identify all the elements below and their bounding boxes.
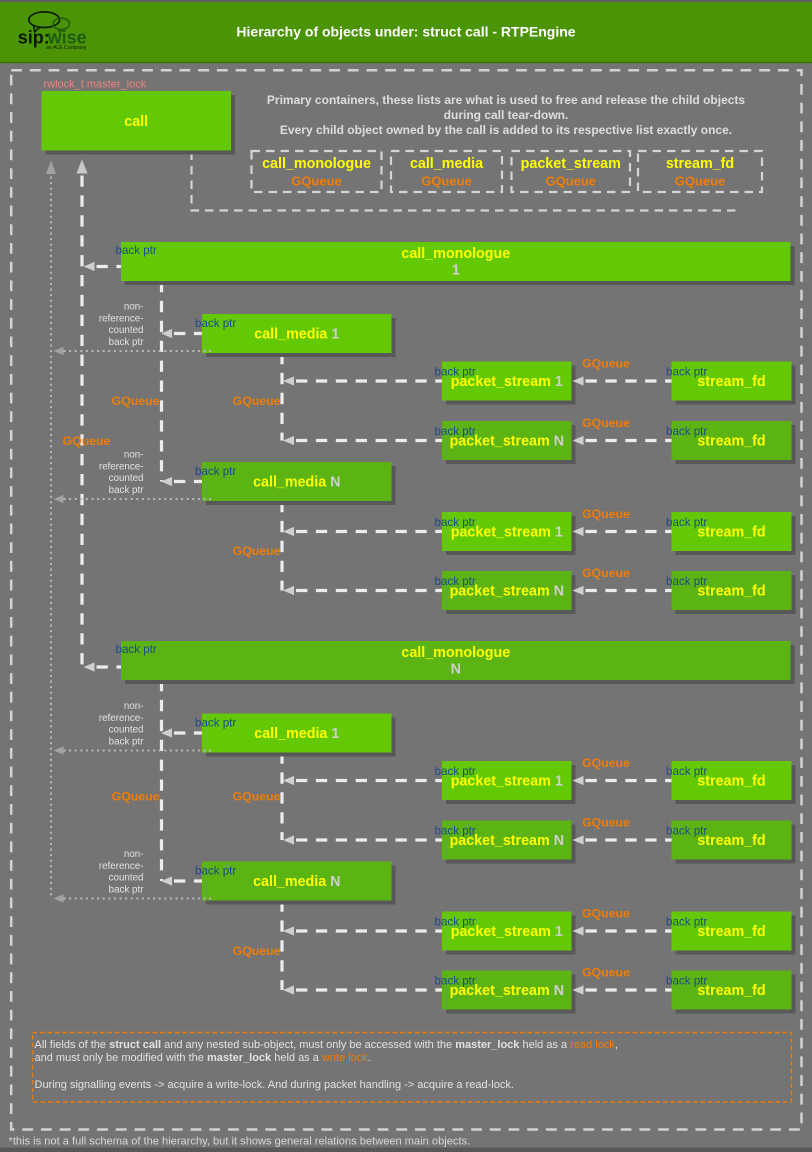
svg-text:back ptr: back ptr bbox=[435, 916, 476, 929]
svg-text:back ptr: back ptr bbox=[195, 717, 236, 730]
svg-text:stream_fd: stream_fd bbox=[697, 924, 765, 940]
svg-text:back ptr: back ptr bbox=[666, 916, 707, 929]
svg-text:back ptr: back ptr bbox=[109, 337, 145, 348]
svg-text:back ptr: back ptr bbox=[666, 975, 707, 988]
svg-text:counted: counted bbox=[109, 725, 144, 736]
svg-text:stream_fd: stream_fd bbox=[697, 983, 765, 999]
svg-text:back ptr: back ptr bbox=[435, 516, 476, 529]
svg-text:GQueue: GQueue bbox=[582, 816, 630, 830]
svg-text:back ptr: back ptr bbox=[116, 244, 157, 257]
svg-text:packet_stream 1: packet_stream 1 bbox=[451, 374, 563, 390]
svg-text:back ptr: back ptr bbox=[435, 366, 476, 379]
svg-text:GQueue: GQueue bbox=[233, 790, 281, 804]
svg-text:GQueue: GQueue bbox=[582, 966, 630, 980]
svg-text:packet_stream N: packet_stream N bbox=[450, 983, 564, 999]
svg-text:call_monologue: call_monologue bbox=[401, 246, 510, 262]
svg-text:Primary containers, these list: Primary containers, these lists are what… bbox=[267, 93, 746, 107]
svg-text:back ptr: back ptr bbox=[435, 425, 476, 438]
svg-text:reference-: reference- bbox=[99, 313, 144, 324]
svg-text:reference-: reference- bbox=[99, 713, 144, 724]
svg-text:wise: wise bbox=[47, 28, 87, 48]
svg-text:counted: counted bbox=[109, 473, 144, 484]
svg-text:stream_fd: stream_fd bbox=[697, 374, 765, 390]
svg-text:back ptr: back ptr bbox=[435, 825, 476, 838]
svg-text:stream_fd: stream_fd bbox=[697, 434, 765, 450]
svg-text:GQueue: GQueue bbox=[675, 174, 726, 189]
svg-text:GQueue: GQueue bbox=[421, 174, 472, 189]
svg-text:back ptr: back ptr bbox=[109, 736, 145, 747]
svg-text:non-: non- bbox=[124, 302, 144, 313]
svg-text:During signalling events -> ac: During signalling events -> acquire a wr… bbox=[35, 1079, 514, 1091]
svg-text:GQueue: GQueue bbox=[582, 416, 630, 430]
svg-text:packet_stream 1: packet_stream 1 bbox=[451, 774, 563, 790]
svg-text:during call tear-down.: during call tear-down. bbox=[444, 108, 569, 122]
svg-text:call_media N: call_media N bbox=[253, 874, 340, 890]
svg-text:back ptr: back ptr bbox=[666, 366, 707, 379]
svg-text:GQueue: GQueue bbox=[291, 174, 342, 189]
svg-text:non-: non- bbox=[124, 450, 144, 461]
svg-text:counted: counted bbox=[109, 325, 144, 336]
svg-text:reference-: reference- bbox=[99, 861, 144, 872]
svg-text:back ptr: back ptr bbox=[435, 975, 476, 988]
svg-text:reference-: reference- bbox=[99, 461, 144, 472]
svg-text:call_media: call_media bbox=[410, 156, 484, 172]
svg-text:Every child object owned by th: Every child object owned by the call is … bbox=[280, 123, 732, 137]
svg-text:call_media 1: call_media 1 bbox=[254, 726, 339, 742]
svg-text:stream_fd: stream_fd bbox=[697, 584, 765, 600]
svg-text:back ptr: back ptr bbox=[666, 765, 707, 778]
svg-text:back ptr: back ptr bbox=[116, 643, 157, 656]
svg-text:counted: counted bbox=[109, 873, 144, 884]
svg-text:Hierarchy of objects under: st: Hierarchy of objects under: struct call … bbox=[236, 24, 575, 40]
svg-text:back ptr: back ptr bbox=[109, 485, 145, 496]
svg-text:call: call bbox=[124, 114, 148, 130]
svg-text:call_media 1: call_media 1 bbox=[254, 327, 339, 343]
svg-text:*this is not a full schema of: *this is not a full schema of the hierar… bbox=[9, 1136, 471, 1148]
svg-text:stream_fd: stream_fd bbox=[697, 774, 765, 790]
svg-text:non-: non- bbox=[124, 701, 144, 712]
svg-text:N: N bbox=[451, 662, 461, 678]
svg-text:back ptr: back ptr bbox=[666, 825, 707, 838]
svg-text:GQueue: GQueue bbox=[112, 790, 160, 804]
svg-text:All fields of the struct call: All fields of the struct call and any ne… bbox=[35, 1039, 618, 1051]
svg-text:GQueue: GQueue bbox=[233, 944, 281, 958]
svg-text:call_monologue: call_monologue bbox=[401, 645, 510, 661]
svg-text:GQueue: GQueue bbox=[233, 394, 281, 408]
svg-text:GQueue: GQueue bbox=[233, 544, 281, 558]
svg-text:back ptr: back ptr bbox=[109, 884, 145, 895]
svg-text:GQueue: GQueue bbox=[63, 434, 111, 448]
svg-text:back ptr: back ptr bbox=[195, 865, 236, 878]
svg-text:back ptr: back ptr bbox=[435, 765, 476, 778]
svg-text:non-: non- bbox=[124, 849, 144, 860]
svg-text:GQueue: GQueue bbox=[582, 507, 630, 521]
svg-text:back ptr: back ptr bbox=[435, 575, 476, 588]
svg-text:GQueue: GQueue bbox=[545, 174, 596, 189]
svg-text:packet_stream N: packet_stream N bbox=[450, 584, 564, 600]
svg-text:back ptr: back ptr bbox=[195, 317, 236, 330]
svg-text:back ptr: back ptr bbox=[666, 425, 707, 438]
svg-text:stream_fd: stream_fd bbox=[666, 156, 734, 172]
svg-text:call_media N: call_media N bbox=[253, 475, 340, 491]
svg-text:packet_stream N: packet_stream N bbox=[450, 434, 564, 450]
svg-text:packet_stream 1: packet_stream 1 bbox=[451, 924, 563, 940]
svg-text:GQueue: GQueue bbox=[582, 907, 630, 921]
svg-text:GQueue: GQueue bbox=[112, 394, 160, 408]
svg-text:sip:: sip: bbox=[18, 28, 50, 48]
svg-text:and must only be modified with: and must only be modified with the maste… bbox=[35, 1052, 371, 1064]
svg-text:packet_stream: packet_stream bbox=[521, 156, 621, 172]
svg-text:an ALE Company: an ALE Company bbox=[46, 45, 87, 51]
svg-text:back ptr: back ptr bbox=[666, 516, 707, 529]
svg-text:GQueue: GQueue bbox=[582, 756, 630, 770]
svg-text:packet_stream 1: packet_stream 1 bbox=[451, 525, 563, 541]
svg-text:call_monologue: call_monologue bbox=[262, 156, 371, 172]
svg-text:GQueue: GQueue bbox=[582, 357, 630, 371]
svg-text:GQueue: GQueue bbox=[582, 566, 630, 580]
svg-text:rwlock_t master_lock: rwlock_t master_lock bbox=[44, 79, 147, 91]
svg-text:1: 1 bbox=[452, 263, 460, 279]
svg-text:packet_stream N: packet_stream N bbox=[450, 833, 564, 849]
svg-text:stream_fd: stream_fd bbox=[697, 525, 765, 541]
svg-text:stream_fd: stream_fd bbox=[697, 833, 765, 849]
svg-text:back ptr: back ptr bbox=[195, 465, 236, 478]
svg-text:back ptr: back ptr bbox=[666, 575, 707, 588]
